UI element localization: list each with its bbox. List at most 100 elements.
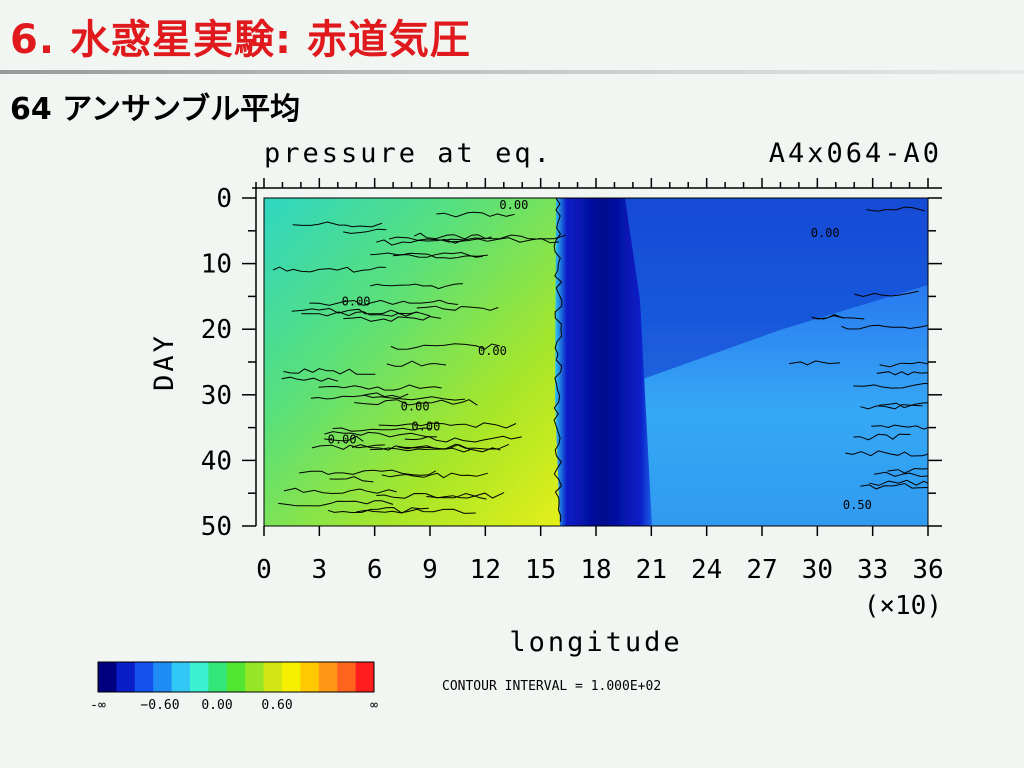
contour-labels: 0.00 0.00 0.00 0.00 0.00 0.00 0.00 0.50 bbox=[328, 198, 872, 512]
contour-line bbox=[845, 450, 928, 457]
colorbar-swatch bbox=[318, 662, 338, 692]
contour-line bbox=[283, 487, 397, 495]
contour-line bbox=[841, 324, 928, 330]
contour-line bbox=[876, 371, 928, 376]
contour-label: 0.00 bbox=[478, 344, 507, 358]
colorbar bbox=[97, 661, 375, 693]
x-tick-label: 30 bbox=[802, 555, 833, 585]
contour-line bbox=[301, 311, 431, 317]
contour-line bbox=[860, 404, 923, 410]
contour-line bbox=[853, 433, 911, 441]
contour-label: 0.00 bbox=[411, 419, 440, 433]
contour-line bbox=[370, 251, 483, 258]
contour-line bbox=[390, 343, 500, 350]
x-tick-label: 9 bbox=[422, 555, 438, 585]
colorbar-label: 0.00 bbox=[201, 698, 232, 713]
x-scale-label: (×10) bbox=[864, 591, 942, 621]
colorbar-label: -∞ bbox=[90, 698, 106, 713]
colorbar-swatch bbox=[300, 662, 320, 692]
contour-line bbox=[376, 492, 505, 499]
contour-line bbox=[324, 431, 437, 438]
y-axis-label: DAY bbox=[149, 333, 180, 391]
colorbar-swatch bbox=[190, 662, 209, 692]
contour-line bbox=[386, 360, 447, 367]
contour-line bbox=[299, 469, 437, 476]
title-divider bbox=[0, 70, 1024, 74]
colorbar-swatch bbox=[171, 662, 191, 692]
contour-line bbox=[332, 427, 431, 432]
y-tick-label: 20 bbox=[201, 315, 232, 345]
contour-line bbox=[887, 467, 928, 474]
contour-line bbox=[854, 290, 919, 298]
colorbar-label: −0.60 bbox=[140, 698, 179, 713]
slide-title: 6. 水惑星実験: 赤道気圧 bbox=[10, 17, 471, 63]
contour-line bbox=[392, 252, 488, 259]
colorbar-swatch bbox=[355, 662, 375, 692]
contour-line bbox=[278, 500, 394, 507]
chart-title: pressure at eq. bbox=[264, 138, 553, 169]
contour-line bbox=[789, 360, 841, 366]
contour-line bbox=[329, 476, 374, 483]
y-tick-label: 0 bbox=[216, 184, 232, 214]
contour-line bbox=[283, 368, 376, 375]
contour-line bbox=[381, 472, 488, 479]
colorbar-swatch bbox=[153, 662, 173, 692]
colorbar-labels: -∞ −0.60 0.00 0.60 ∞ bbox=[90, 698, 378, 713]
contour-line bbox=[281, 376, 339, 382]
colorbar-label: 0.60 bbox=[261, 698, 292, 713]
contour-line bbox=[853, 382, 928, 389]
field-dark-band bbox=[555, 198, 652, 526]
contour-line bbox=[436, 211, 515, 218]
x-tick-label: 6 bbox=[367, 555, 383, 585]
x-tick-label: 33 bbox=[857, 555, 888, 585]
contour-line bbox=[874, 471, 928, 478]
contour-label: 0.00 bbox=[328, 432, 357, 446]
colorbar-label: ∞ bbox=[370, 698, 378, 713]
contour-label: 0.00 bbox=[499, 198, 528, 212]
contour-line bbox=[343, 315, 441, 322]
chart-run-id: A4x064-A0 bbox=[769, 138, 942, 169]
colorbar-swatch bbox=[226, 662, 246, 692]
heatmap-field bbox=[264, 198, 928, 526]
y-tick-label: 40 bbox=[201, 446, 232, 476]
contour-line bbox=[871, 424, 928, 430]
contour-line bbox=[879, 361, 928, 368]
field-east-dark-wedge bbox=[610, 198, 928, 380]
contour-line bbox=[272, 266, 386, 273]
colorbar-frame bbox=[97, 661, 375, 693]
colorbar-swatch bbox=[263, 662, 283, 692]
contour-label: 0.50 bbox=[843, 498, 872, 512]
y-tick-label: 30 bbox=[201, 381, 232, 411]
contour-line bbox=[860, 482, 928, 490]
colorbar-swatch bbox=[337, 662, 357, 692]
slide-subtitle: 64 アンサンブル平均 bbox=[10, 92, 301, 127]
x-tick-label: 36 bbox=[912, 555, 943, 585]
colorbar-swatch bbox=[245, 662, 265, 692]
y-tick-label: 10 bbox=[201, 250, 232, 280]
colorbar-swatch bbox=[282, 662, 301, 692]
colorbar-swatch bbox=[134, 662, 154, 692]
x-tick-label: 15 bbox=[525, 555, 556, 585]
contour-line bbox=[878, 402, 928, 409]
x-tick-label: 27 bbox=[746, 555, 777, 585]
contour-line bbox=[378, 422, 517, 429]
contour-line bbox=[866, 206, 925, 212]
contour-line bbox=[869, 479, 928, 486]
contour-line bbox=[416, 305, 499, 311]
contour-interval-label: CONTOUR INTERVAL = 1.000E+02 bbox=[442, 679, 661, 694]
x-tick-label: 0 bbox=[256, 555, 272, 585]
x-tick-label: 21 bbox=[636, 555, 667, 585]
contour-line bbox=[309, 299, 458, 306]
contour-line bbox=[291, 307, 418, 315]
contour-label: 0.00 bbox=[401, 400, 430, 414]
contour-line bbox=[310, 394, 465, 401]
axes bbox=[242, 178, 942, 536]
y-tick-labels: 0 10 20 30 40 50 bbox=[201, 184, 232, 542]
y-tick-label: 50 bbox=[201, 512, 232, 542]
contour-line-band-edge bbox=[553, 198, 563, 523]
contour-line bbox=[343, 228, 387, 234]
contour-line bbox=[324, 435, 364, 442]
x-tick-labels: 0 3 6 9 12 15 18 21 24 27 30 33 36 bbox=[256, 555, 943, 585]
x-tick-label: 3 bbox=[312, 555, 328, 585]
